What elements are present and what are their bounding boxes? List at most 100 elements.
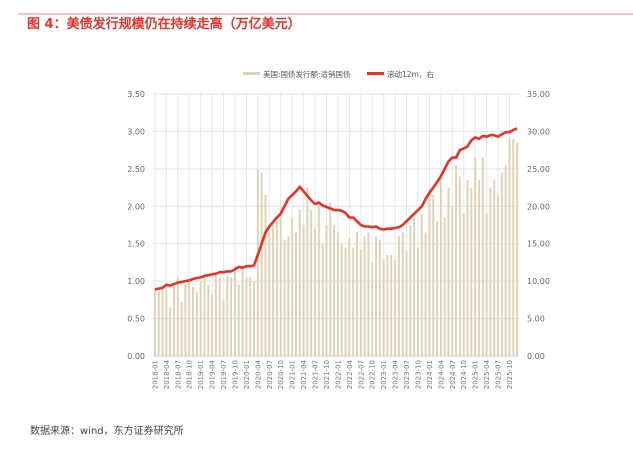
bar [504,165,507,356]
x-tick-label: 2021-04 [300,359,308,389]
legend-bar-label: 美国:国债发行额:适销国债 [263,69,351,79]
bar [333,225,336,356]
bar [413,217,416,356]
bar [192,287,194,356]
x-tick-label: 2021-10 [323,360,331,389]
bar [237,284,240,356]
bar [256,168,259,356]
bar [481,157,484,356]
bar [325,225,328,356]
bar [260,172,263,356]
y-left-tick-label: 2.50 [127,165,145,174]
bar [245,277,248,356]
x-tick-label: 2018-07 [174,360,182,389]
bar [455,165,458,356]
y-left-tick-label: 1.00 [127,277,145,286]
bar [321,243,324,356]
bar [417,247,419,356]
bar [268,232,271,356]
bar [424,232,427,356]
x-tick-label: 2023-04 [392,359,400,389]
bar [359,249,362,356]
bar [397,236,400,356]
y-left-tick-label: 3.50 [127,90,145,99]
bar [226,275,229,356]
bar [283,239,286,356]
bar [443,217,446,356]
x-tick-label: 2019-07 [220,360,228,389]
bar [153,290,156,356]
bar [211,294,214,356]
legend-bar-swatch [243,72,260,75]
bar [180,302,183,356]
bar [218,277,221,356]
bar [306,187,309,356]
bar [241,266,244,356]
bar [336,232,339,356]
y-left-tick-label: 0.50 [127,315,145,324]
x-tick-label: 2025-04 [483,359,491,389]
bar [512,138,515,356]
x-tick-label: 2021-01 [289,360,297,389]
x-tick-label: 2022-04 [346,359,354,389]
bar [253,281,255,356]
y-left-tick-label: 3.00 [127,127,145,136]
y-right-tick-label: 5.00 [527,315,545,324]
bar [234,266,236,356]
bar [462,213,465,356]
bar [420,213,423,356]
x-tick-label: 2020-07 [266,360,274,389]
bar [291,217,294,356]
y-right-tick-label: 30.00 [527,127,550,136]
bar [169,307,172,356]
x-tick-label: 2018-01 [151,360,159,389]
bar [500,172,503,356]
bar [367,232,370,356]
x-tick-label: 2018-10 [186,360,194,389]
bar [352,247,355,356]
bar [394,260,397,356]
chart-title: 图 4：美债发行规模仍在持续走高（万亿美元） [27,16,301,32]
source-note: 数据来源：wind，东方证券研究所 [30,424,184,437]
bar [207,284,210,356]
bar [356,232,358,356]
bar [310,210,313,356]
bar [474,157,477,356]
bar [264,195,267,356]
bar [516,142,519,356]
x-tick-label: 2022-10 [369,360,377,389]
bar [458,176,461,356]
bar [272,225,275,356]
bar [157,292,160,356]
bar [173,282,175,356]
bar [466,180,469,356]
bar [317,202,320,356]
bar [302,225,305,356]
bar [363,236,366,356]
y-right-tick-label: 15.00 [527,240,550,249]
bar [436,221,438,356]
bar [329,202,332,356]
bar [314,228,316,356]
legend: 美国:国债发行额:适销国债 滚动12m，右 [243,69,434,79]
y-right-tick-label: 25.00 [527,165,550,174]
bar [497,195,499,356]
x-tick-label: 2021-07 [312,360,320,389]
bar [199,281,202,356]
x-tick-label: 2025-10 [506,360,514,389]
bar [230,277,233,356]
x-tick-label: 2024-07 [449,360,457,389]
legend-line-swatch [367,72,384,75]
bar [447,187,450,356]
bar [176,277,179,356]
bar [478,180,480,356]
bar [298,210,301,356]
bar [489,187,492,356]
rolling-12m-line [154,127,518,291]
x-tick-label: 2018-04 [163,359,171,389]
x-tick-label: 2019-04 [209,359,217,389]
x-tick-label: 2025-01 [472,360,480,389]
bar [203,277,206,356]
x-tick-label: 2022-01 [334,360,342,389]
bar [405,251,408,356]
